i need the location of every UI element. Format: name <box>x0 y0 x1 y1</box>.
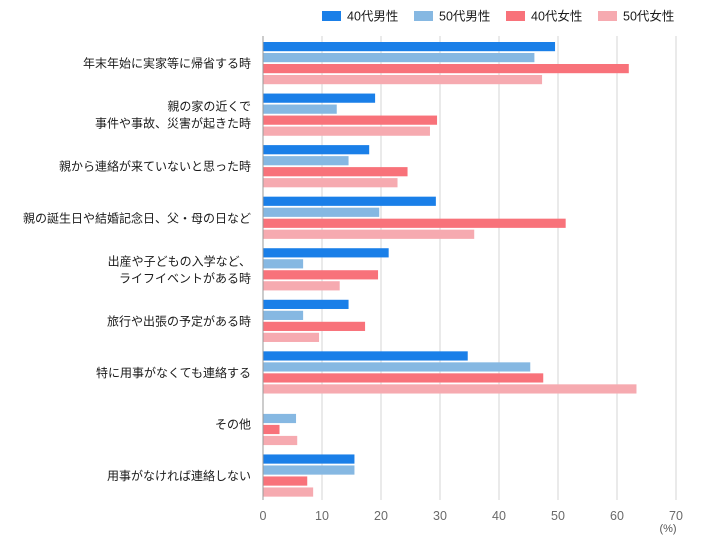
bar-2-1 <box>263 53 535 63</box>
x-tick-label-4: 40 <box>492 509 506 523</box>
bar-4-5 <box>263 281 340 291</box>
bar-2-9 <box>263 465 355 475</box>
bar-1-3 <box>263 145 370 155</box>
x-unit-label: (%) <box>659 523 676 535</box>
x-tick-label-5: 50 <box>551 509 565 523</box>
bar-4-8 <box>263 435 298 446</box>
category-label-9: 用事がなければ連絡しない <box>107 468 251 483</box>
bar-1-1 <box>263 42 556 52</box>
bar-1-4 <box>263 196 436 206</box>
bar-4-6 <box>263 332 320 342</box>
x-tick-label-2: 20 <box>374 509 388 523</box>
bar-3-9 <box>263 476 308 486</box>
bar-3-5 <box>263 270 379 280</box>
legend-swatch-4 <box>598 11 617 21</box>
bar-1-2 <box>263 93 376 103</box>
category-label-6: 旅行や出張の予定がある時 <box>107 313 251 328</box>
category-label-8: その他 <box>215 417 251 431</box>
x-tick-label-3: 30 <box>433 509 447 523</box>
legend-swatch-1 <box>322 11 341 21</box>
bar-3-1 <box>263 64 629 74</box>
bar-4-4 <box>263 229 475 239</box>
bar-3-7 <box>263 373 544 383</box>
category-label-5-line-1: 出産や子どもの入学など、 <box>108 253 251 268</box>
bar-2-4 <box>263 207 380 217</box>
bar-2-2 <box>263 104 337 114</box>
x-tick-label-1: 10 <box>315 509 329 523</box>
bar-2-7 <box>263 362 531 372</box>
bar-3-4 <box>263 218 566 228</box>
category-label-4: 親の誕生日や結婚記念日、父・母の日など <box>23 210 251 225</box>
legend-label-1: 40代男性 <box>347 10 398 24</box>
bar-3-6 <box>263 321 366 331</box>
bar-1-9 <box>263 454 355 464</box>
category-label-7: 特に用事がなくても連絡する <box>96 365 251 380</box>
legend-swatch-2 <box>414 11 433 21</box>
bar-4-9 <box>263 487 314 497</box>
category-label-1: 年末年始に実家等に帰省する時 <box>83 56 251 71</box>
bar-2-5 <box>263 259 304 269</box>
category-label-2-line-1: 親の家の近くで <box>167 99 251 114</box>
legend-label-3: 40代女性 <box>531 9 582 24</box>
x-tick-label-0: 0 <box>260 509 267 523</box>
bar-4-1 <box>263 75 543 85</box>
bar-4-7 <box>263 384 637 394</box>
bar-1-7 <box>263 351 468 361</box>
category-label-5-line-2: ライフイベントがある時 <box>119 270 251 285</box>
bar-2-8 <box>263 413 297 424</box>
bar-3-3 <box>263 167 408 177</box>
category-label-2-line-2: 事件や事故、災害が起きた時 <box>95 116 251 131</box>
legend-label-4: 50代女性 <box>623 9 674 24</box>
bar-2-6 <box>263 310 304 320</box>
legend-label-2: 50代男性 <box>439 10 490 24</box>
bar-3-2 <box>263 115 438 125</box>
bar-4-2 <box>263 126 430 136</box>
x-tick-label-7: 70 <box>669 509 683 523</box>
legend-swatch-3 <box>506 11 525 21</box>
category-label-3: 親から連絡が来ていないと思った時 <box>59 159 251 174</box>
x-tick-label-6: 60 <box>610 509 624 523</box>
bar-4-3 <box>263 178 398 188</box>
bar-2-3 <box>263 156 349 166</box>
bar-3-8 <box>263 424 280 435</box>
bar-1-6 <box>263 299 349 309</box>
bar-1-5 <box>263 248 389 258</box>
